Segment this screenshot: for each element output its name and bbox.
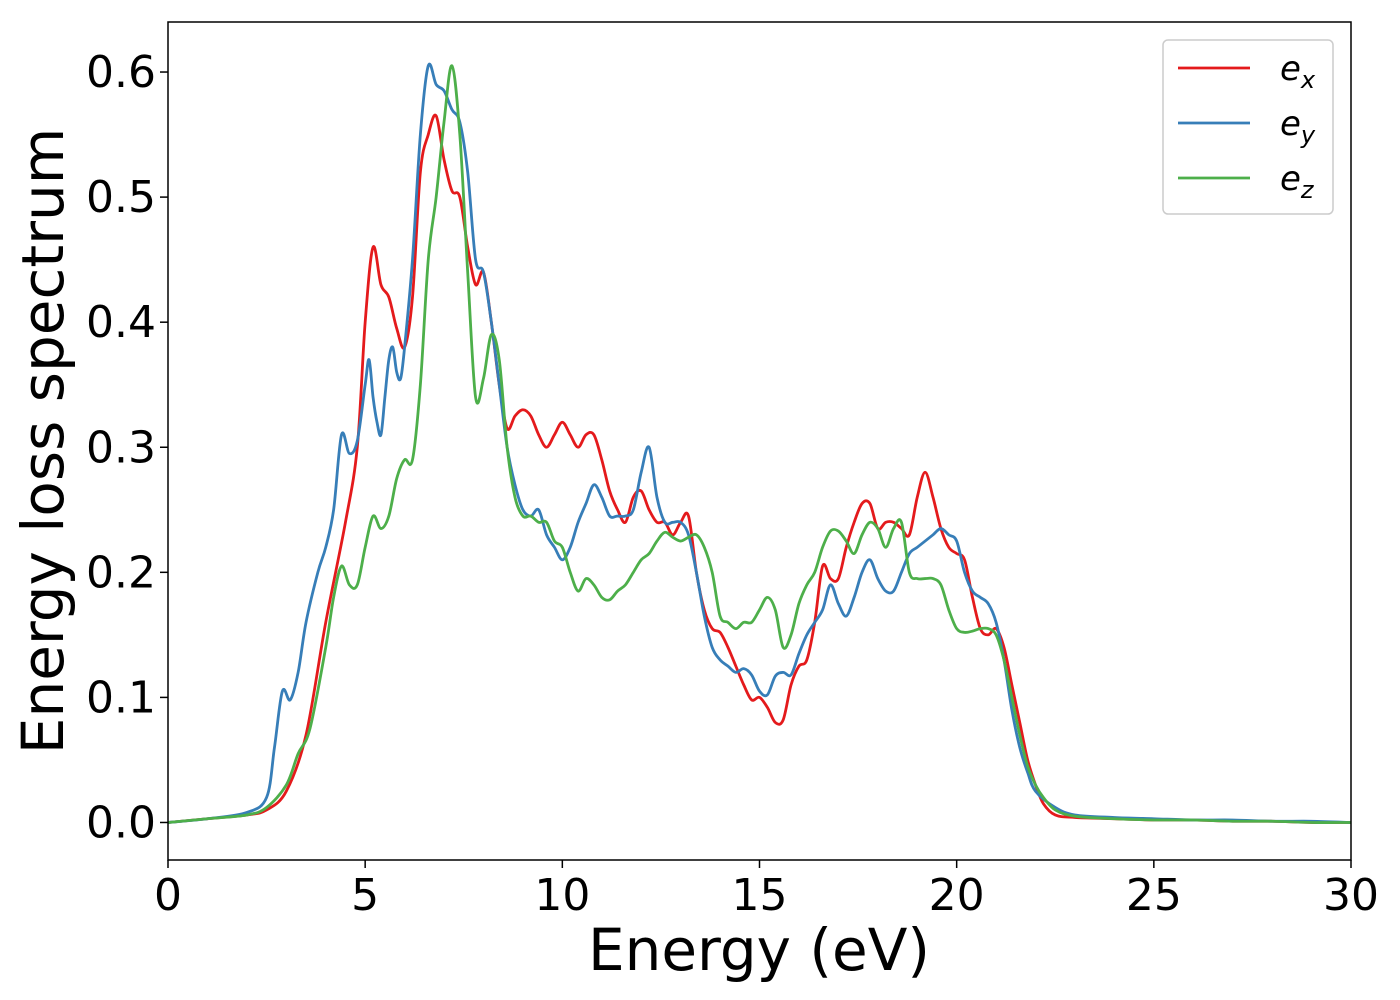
- x-tick-label: 15: [732, 870, 788, 921]
- y-tick-label: 0.0: [86, 797, 156, 848]
- y-axis-label: Energy loss spectrum: [9, 128, 77, 754]
- y-axis: 0.0 0.1 0.2 0.3 0.4 0.5 0.6: [86, 47, 168, 848]
- x-axis: 0 5 10 15 20 25 30: [154, 860, 1379, 921]
- y-tick-label: 0.5: [86, 172, 156, 223]
- x-tick-label: 20: [929, 870, 985, 921]
- y-tick-label: 0.1: [86, 672, 156, 723]
- x-tick-label: 30: [1323, 870, 1379, 921]
- y-tick-label: 0.4: [86, 297, 156, 348]
- y-tick-label: 0.3: [86, 422, 156, 473]
- series-line-ex: [168, 113, 1351, 824]
- x-axis-label: Energy (eV): [588, 916, 930, 984]
- x-tick-label: 0: [154, 870, 182, 921]
- y-tick-label: 0.2: [86, 547, 156, 598]
- y-tick-label: 0.6: [86, 47, 156, 98]
- legend-label-ez: ez: [1280, 159, 1315, 204]
- x-tick-label: 10: [534, 870, 590, 921]
- series-layer: [168, 62, 1351, 824]
- x-tick-label: 25: [1126, 870, 1182, 921]
- series-line-ey: [168, 62, 1351, 824]
- x-tick-label: 5: [351, 870, 379, 921]
- series-line-ez: [168, 64, 1351, 824]
- legend-frame: [1162, 39, 1334, 215]
- legend-label-ey: ey: [1280, 104, 1316, 149]
- legend-label-ex: ex: [1280, 49, 1316, 94]
- legend: ex ey ez: [1162, 39, 1334, 215]
